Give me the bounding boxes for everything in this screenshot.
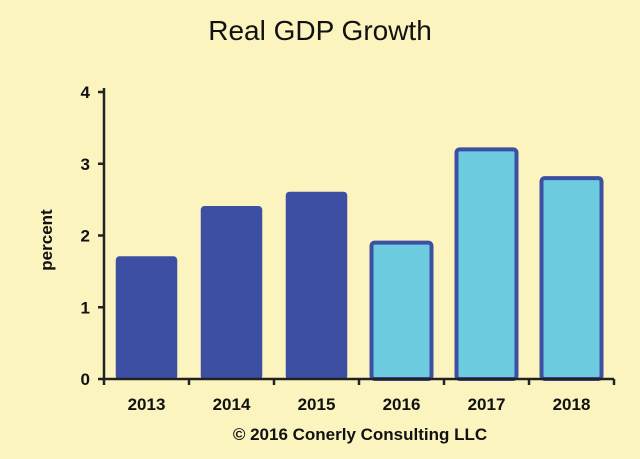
- copyright-notice: © 2016 Conerly Consulting LLC: [233, 425, 487, 444]
- bar-2014: [200, 206, 263, 380]
- bar-2013: [115, 256, 178, 380]
- bar-2017: [454, 147, 519, 381]
- x-tick-label-2017: 2017: [468, 395, 506, 414]
- y-tick-label-1: 1: [81, 298, 90, 317]
- bar-2018: [539, 176, 604, 381]
- y-tick-label-0: 0: [81, 370, 90, 389]
- bar-2015: [285, 191, 348, 380]
- bar-group: [115, 147, 604, 381]
- bar-2016: [369, 240, 434, 381]
- x-tick-label-2015: 2015: [298, 395, 336, 414]
- x-tick-label-2016: 2016: [383, 395, 421, 414]
- x-axis: 2013 2014 2015 2016 2017 2018: [102, 377, 616, 414]
- y-axis: 0 1 2 3 4: [81, 83, 106, 389]
- x-tick-label-2013: 2013: [128, 395, 166, 414]
- y-tick-label-4: 4: [81, 83, 91, 102]
- x-tick-label-2018: 2018: [553, 395, 591, 414]
- y-axis-label: percent: [37, 209, 56, 271]
- chart-title: Real GDP Growth: [208, 15, 432, 46]
- x-tick-label-2014: 2014: [213, 395, 251, 414]
- y-tick-label-3: 3: [81, 155, 90, 174]
- y-tick-label-2: 2: [81, 227, 90, 246]
